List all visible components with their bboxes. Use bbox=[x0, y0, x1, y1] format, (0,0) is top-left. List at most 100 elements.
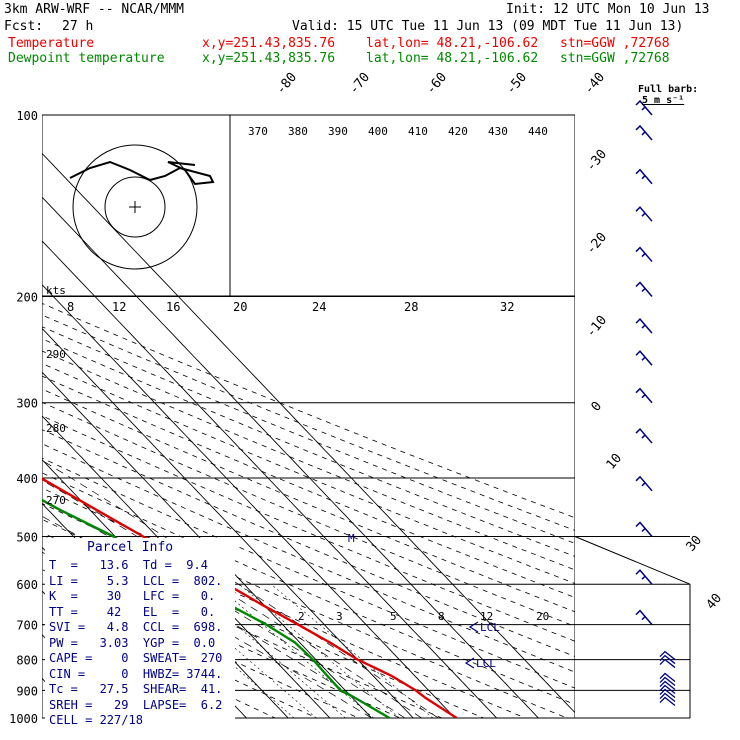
theta-label: 420 bbox=[448, 125, 468, 138]
pressure-tick-label: 800 bbox=[16, 654, 38, 668]
dry-adiabat-line bbox=[42, 326, 575, 544]
barb-key-line1: Full barb: bbox=[638, 84, 699, 95]
theta-label: 380 bbox=[288, 125, 308, 138]
pressure-tick-label: 700 bbox=[16, 619, 38, 633]
parcel-info-row: TT = 42 EL = 0. bbox=[49, 604, 216, 619]
dry-adiabat-line bbox=[42, 472, 575, 705]
wind-barb bbox=[635, 318, 653, 334]
isotherm-label: 40 bbox=[704, 591, 726, 613]
isotherm-label: -30 bbox=[584, 147, 611, 175]
mixing-ratio-label: 20 bbox=[536, 610, 549, 623]
wind-barb bbox=[659, 688, 676, 699]
moist-adiabat-line bbox=[42, 459, 439, 718]
wind-barb bbox=[635, 124, 653, 141]
wind-barb-flag bbox=[641, 394, 646, 399]
wind-barb-flag bbox=[641, 527, 646, 533]
wind-barb-flag bbox=[641, 482, 646, 487]
hodograph-units: kts bbox=[46, 284, 66, 297]
wind-barb-flag bbox=[641, 106, 646, 111]
pressure-tick-label: 900 bbox=[16, 684, 38, 698]
isotherm-line bbox=[42, 327, 414, 718]
lcl-label: LCL bbox=[480, 621, 500, 634]
pressure-tick-label: 1000 bbox=[9, 712, 38, 726]
model-title: 3km ARW-WRF -- NCAR/MMM bbox=[4, 2, 185, 17]
theta-label: 390 bbox=[328, 125, 348, 138]
wind-barb bbox=[635, 569, 653, 585]
dewpoint-xy: x,y=251.43,835.76 bbox=[202, 51, 336, 66]
wind-barb-flag bbox=[641, 287, 646, 293]
wind-barb bbox=[659, 696, 676, 707]
isotherm-label: 10 bbox=[604, 451, 626, 473]
temperature-xy: x,y=251.43,835.76 bbox=[202, 36, 336, 51]
isotherm-line bbox=[42, 284, 456, 718]
lcl-arrow bbox=[464, 657, 475, 669]
hodograph-speed-label: 32 bbox=[500, 300, 514, 314]
pressure-tick-label: 100 bbox=[16, 109, 38, 123]
isotherm-label: -60 bbox=[424, 70, 451, 98]
wind-barb bbox=[635, 350, 653, 366]
dry-adiabat-line bbox=[42, 502, 526, 718]
theta-label: 290 bbox=[46, 348, 66, 361]
parcel-info-row: K = 30 LFC = 0. bbox=[49, 589, 216, 603]
parcel-info-row: LI = 5.3 LCL = 802. bbox=[49, 573, 223, 588]
isotherm-line bbox=[42, 152, 575, 714]
pressure-tick-label: 400 bbox=[16, 472, 38, 486]
lcl-arrow bbox=[468, 621, 479, 633]
dewpoint-legend: Dewpoint temperature bbox=[8, 51, 165, 66]
theta-label: 430 bbox=[488, 125, 508, 138]
pressure-tick-label: 300 bbox=[16, 397, 38, 411]
barb-key-line2: 5 m s⁻¹ bbox=[642, 95, 685, 106]
temperature-trace bbox=[42, 477, 458, 718]
hodograph bbox=[69, 144, 215, 270]
wind-barb bbox=[635, 427, 653, 444]
valid-time: Valid: 15 UTC Tue 11 Jun 13 (09 MDT Tue … bbox=[292, 19, 684, 34]
temperature-stn: stn=GGW ,72768 bbox=[560, 36, 670, 51]
hodograph-speed-label: 16 bbox=[166, 300, 180, 314]
isotherm-label: -20 bbox=[584, 230, 611, 258]
mixing-ratio-label: 5 bbox=[390, 610, 397, 623]
pressure-tick-label: 200 bbox=[16, 291, 38, 305]
wind-barb-flag bbox=[641, 616, 646, 621]
wind-barb bbox=[659, 654, 676, 665]
wind-barb bbox=[659, 684, 676, 695]
wind-barb bbox=[635, 246, 653, 263]
fcst-value: 27 h bbox=[62, 19, 94, 34]
isotherm-label: -50 bbox=[504, 70, 531, 98]
wind-barb bbox=[635, 609, 653, 626]
parcel-info-title: Parcel Info bbox=[87, 540, 174, 555]
mixing-ratio-label: 12 bbox=[480, 610, 493, 623]
dewpoint-stn: stn=GGW ,72768 bbox=[560, 51, 670, 66]
wind-barb-flag bbox=[641, 324, 646, 329]
hodograph-ring bbox=[72, 144, 198, 270]
sounding-traces bbox=[42, 477, 458, 718]
hodograph-speed-label: 28 bbox=[404, 300, 418, 314]
wind-barb bbox=[635, 387, 653, 404]
dewpoint-latlon: lat,lon= 48.21,-106.62 bbox=[366, 51, 539, 66]
hodograph-ring bbox=[104, 176, 166, 238]
wind-barb bbox=[635, 475, 653, 492]
wind-barb bbox=[635, 521, 653, 537]
wind-barb-flag bbox=[641, 253, 646, 258]
theta-label: 270 bbox=[46, 494, 66, 507]
isotherm-label: 0 bbox=[589, 399, 606, 415]
wind-barb-flag bbox=[641, 434, 646, 439]
wind-barb-flag bbox=[641, 175, 646, 180]
theta-label: 370 bbox=[248, 125, 268, 138]
hodograph-speed-label: 24 bbox=[312, 300, 326, 314]
wind-barb bbox=[659, 680, 676, 691]
parcel-info-row: CIN = 0 HWBZ= 3744. bbox=[49, 666, 223, 681]
pressure-tick-label: 600 bbox=[16, 578, 38, 592]
wind-barb bbox=[659, 650, 676, 661]
wind-barb bbox=[635, 206, 653, 222]
parcel-info-row: SVI = 4.8 CCL = 698. bbox=[49, 620, 223, 634]
theta-label: 400 bbox=[368, 125, 388, 138]
wind-barb bbox=[659, 672, 676, 683]
wind-barb-flag bbox=[641, 212, 646, 217]
lower-frame-edge bbox=[574, 536, 691, 585]
parcel-info-panel: Parcel Info T = 13.6 Td = 9.4 LI = 5.3 LC… bbox=[45, 538, 235, 727]
dewpoint-trace bbox=[42, 498, 391, 718]
dry-adiabat-line bbox=[42, 518, 484, 718]
mixing-ratio-label: 8 bbox=[438, 610, 445, 623]
mixing-ratio-label: 2 bbox=[298, 610, 305, 623]
parcel-info-row: CELL = 227/18 bbox=[49, 713, 143, 727]
